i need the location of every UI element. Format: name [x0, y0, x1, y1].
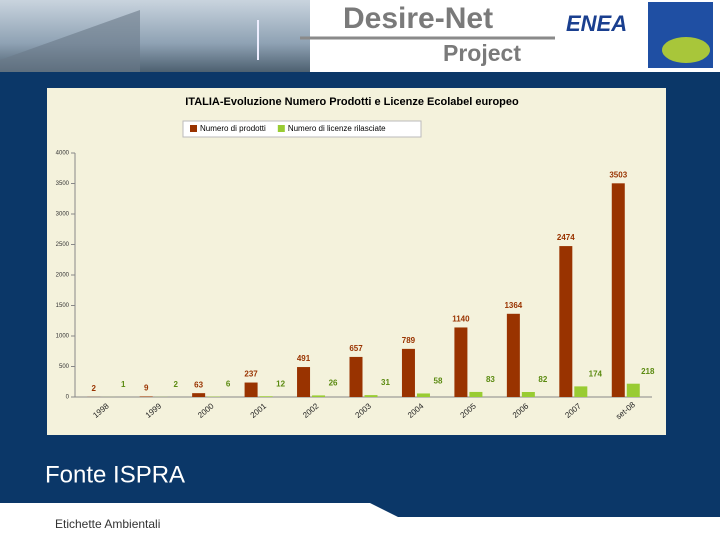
y-tick-label: 4000: [56, 151, 70, 157]
data-label: 82: [538, 375, 547, 384]
bar: [364, 395, 378, 397]
data-label: 218: [641, 367, 655, 376]
data-label: 237: [244, 370, 258, 379]
legend-box: [182, 120, 422, 138]
bar: [454, 327, 468, 397]
data-label: 2: [173, 380, 178, 389]
data-label: 26: [329, 379, 338, 388]
bar: [521, 391, 535, 397]
y-tick-label: 2000: [56, 273, 70, 279]
legend-swatch: [277, 125, 285, 132]
footer-band: [0, 503, 720, 540]
data-label: 657: [349, 344, 363, 353]
data-label: 2: [92, 384, 97, 393]
data-label: 1: [121, 380, 126, 389]
chart-title: ITALIA-Evoluzione Numero Prodotti e Lice…: [185, 96, 519, 108]
footer-text: Etichette Ambientali: [55, 517, 160, 531]
y-tick-label: 1000: [56, 334, 70, 340]
photo-panels: [0, 10, 140, 72]
bar: [297, 367, 311, 397]
data-label: 174: [589, 369, 603, 378]
data-label: 3503: [609, 170, 627, 179]
data-label: 31: [381, 378, 390, 387]
header: Desire-Net Project ENEA: [0, 0, 720, 72]
header-subtitle: Project: [443, 40, 521, 66]
bar: [401, 348, 415, 397]
y-tick-label: 3000: [56, 212, 70, 218]
y-tick-label: 500: [59, 364, 70, 370]
bar: [559, 246, 573, 397]
bar: [139, 396, 153, 397]
data-label: 9: [144, 384, 149, 393]
legend-label: Numero di prodotti: [200, 124, 266, 133]
y-tick-label: 0: [66, 395, 70, 401]
data-label: 789: [402, 336, 416, 345]
data-label: 491: [297, 354, 311, 363]
data-label: 58: [434, 377, 443, 386]
bar: [611, 183, 625, 397]
logo-emblem-shape: [662, 37, 710, 63]
bar: [192, 393, 206, 397]
bullet-text: Fonte ISPRA: [45, 461, 185, 488]
data-label: 2474: [557, 233, 575, 242]
data-label: 63: [194, 380, 203, 389]
bar: [574, 386, 588, 397]
header-title: Desire-Net: [343, 2, 493, 35]
legend-swatch: [190, 125, 197, 132]
bar: [626, 383, 640, 397]
bar: [349, 356, 363, 397]
y-tick-label: 1500: [56, 303, 70, 309]
data-label: 1364: [504, 301, 522, 310]
bar: [259, 396, 273, 397]
logo-text: ENEA: [566, 11, 627, 36]
bar: [244, 382, 258, 397]
data-label: 6: [226, 380, 231, 389]
legend-label: Numero di licenze rilasciate: [288, 124, 386, 133]
bar: [416, 393, 430, 397]
data-label: 83: [486, 375, 495, 384]
bar: [312, 395, 326, 397]
bar: [506, 313, 520, 397]
bar: [469, 391, 483, 397]
data-label: 1140: [452, 315, 470, 324]
data-label: 12: [276, 379, 285, 388]
y-tick-label: 2500: [56, 242, 70, 248]
y-tick-label: 3500: [56, 181, 70, 187]
